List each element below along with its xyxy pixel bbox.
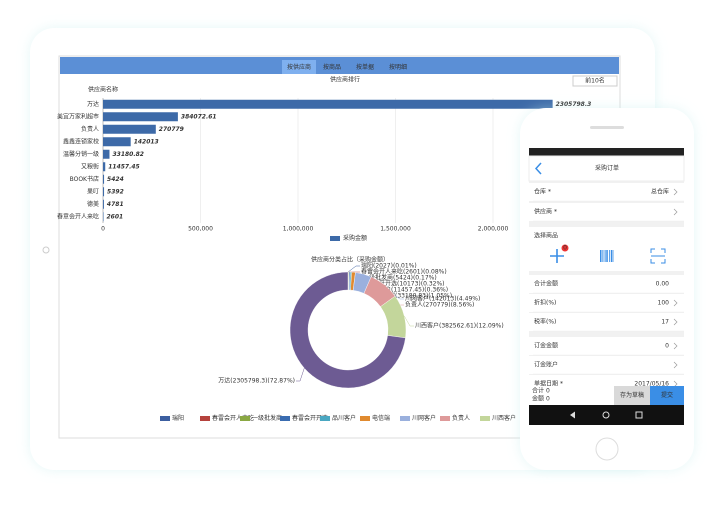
value-label: 270779 xyxy=(159,126,184,133)
bar xyxy=(103,175,104,184)
field-label[interactable]: 订金账户 xyxy=(534,361,558,369)
field-value[interactable]: 0.00 xyxy=(656,281,670,288)
bar xyxy=(103,162,105,171)
tab[interactable]: 按单据 xyxy=(356,63,374,71)
field-value[interactable]: 总仓库 xyxy=(651,188,669,196)
y-tick-label: 美宜万家利超市 xyxy=(57,112,99,120)
x-tick-label: 500,000 xyxy=(188,226,213,233)
form-row[interactable] xyxy=(529,203,684,221)
bar-y-label: 供应商名称 xyxy=(88,86,118,94)
top-select-label[interactable]: 前10名 xyxy=(585,77,605,85)
legend-swatch[interactable] xyxy=(320,416,330,421)
value-label: 142013 xyxy=(134,138,159,145)
required-mark: * xyxy=(548,189,551,196)
amount-label: 金额 xyxy=(532,395,544,403)
legend-swatch[interactable] xyxy=(480,416,490,421)
bar xyxy=(103,125,156,134)
legend-swatch[interactable] xyxy=(360,416,370,421)
y-tick-label: 负责人 xyxy=(81,125,99,133)
field-label[interactable]: 仓库 xyxy=(534,188,546,196)
value-label: 4781 xyxy=(107,201,124,208)
legend-label[interactable]: 一级批发商 xyxy=(252,414,282,422)
field-value[interactable]: 17 xyxy=(661,319,669,326)
draft-label[interactable]: 存为草稿 xyxy=(620,391,644,399)
barcode-bar[interactable] xyxy=(604,250,605,262)
bar xyxy=(103,187,104,196)
barcode-bar[interactable] xyxy=(609,250,610,262)
legend-swatch[interactable] xyxy=(240,416,250,421)
x-tick-label: 1,500,000 xyxy=(380,226,411,233)
tab[interactable]: 按商品 xyxy=(323,63,341,71)
required-mark: * xyxy=(554,209,557,216)
barcode-bar[interactable] xyxy=(605,250,606,262)
amount-value: 0 xyxy=(546,396,550,403)
field-label[interactable]: 供应商 xyxy=(534,208,552,216)
bar xyxy=(103,212,104,221)
x-tick-label: 0 xyxy=(101,226,105,233)
legend-swatch[interactable] xyxy=(440,416,450,421)
field-label[interactable]: 折扣(%) xyxy=(534,299,556,307)
badge-count: 0 xyxy=(563,245,567,252)
slice-label: 负责人(270779)(8.56%) xyxy=(405,301,474,309)
legend-swatch[interactable] xyxy=(330,236,340,241)
total-value: 0 xyxy=(546,388,550,395)
bar-title: 供应商排行 xyxy=(330,76,360,84)
x-tick-label: 1,000,000 xyxy=(283,226,314,233)
barcode-bar[interactable] xyxy=(600,250,601,262)
legend-label[interactable]: 川网客户 xyxy=(412,414,436,422)
bar xyxy=(103,200,104,209)
y-tick-label: 万达 xyxy=(87,100,99,108)
slice-label: 万达(2305798.3)(72.87%) xyxy=(218,377,295,385)
field-value[interactable]: 100 xyxy=(658,300,670,307)
field-label[interactable]: 订金金额 xyxy=(534,342,558,350)
bar xyxy=(103,150,109,159)
legend-label[interactable]: 采购金额 xyxy=(343,234,367,242)
barcode-bar[interactable] xyxy=(613,250,614,262)
barcode-bar[interactable] xyxy=(611,250,612,262)
y-tick-label: BOOK书店 xyxy=(70,175,99,183)
barcode-bar[interactable] xyxy=(602,250,603,262)
legend-label[interactable]: 川西客户 xyxy=(492,414,516,422)
legend-label[interactable]: 电信端 xyxy=(372,414,390,422)
y-tick-label: 又粮街 xyxy=(81,162,99,170)
y-tick-label: 德美 xyxy=(87,200,99,208)
status-bar xyxy=(529,148,684,156)
goods-label: 选择商品 xyxy=(534,232,558,240)
legend-swatch[interactable] xyxy=(400,416,410,421)
legend-label[interactable]: 品川客户 xyxy=(332,414,356,422)
phone-speaker xyxy=(590,126,624,129)
legend-label[interactable]: 瑞阳 xyxy=(172,414,184,422)
y-tick-label: 果叮 xyxy=(87,188,99,195)
value-label: 5392 xyxy=(107,188,124,195)
phone-title: 采购订单 xyxy=(595,164,619,172)
bar xyxy=(103,100,553,109)
tab[interactable]: 按明细 xyxy=(389,63,407,71)
submit-label[interactable]: 提交 xyxy=(661,391,673,399)
legend-label[interactable]: 负责人 xyxy=(452,414,470,422)
value-label: 5424 xyxy=(107,176,124,183)
value-label: 2305798.3 xyxy=(556,101,592,108)
slice-label: 川西客户(382562.61)(12.09%) xyxy=(415,322,504,330)
legend-swatch[interactable] xyxy=(160,416,170,421)
bar xyxy=(103,137,131,146)
value-label: 33180.82 xyxy=(112,151,144,158)
x-tick-label: 2,000,000 xyxy=(478,226,509,233)
barcode-bar[interactable] xyxy=(607,250,608,262)
value-label: 384072.61 xyxy=(181,113,217,120)
tab[interactable]: 按供应商 xyxy=(287,63,311,71)
legend-swatch[interactable] xyxy=(200,416,210,421)
field-label[interactable]: 税率(%) xyxy=(534,318,556,326)
total-label: 合计 xyxy=(532,387,544,395)
bar xyxy=(103,112,178,121)
y-tick-label: 春意会开人来吃 xyxy=(57,212,99,220)
value-label: 2601 xyxy=(107,213,124,220)
field-label[interactable]: 合计金额 xyxy=(534,280,558,288)
field-value[interactable]: 0 xyxy=(665,343,669,350)
y-tick-label: 温馨分销一级 xyxy=(63,150,99,158)
android-nav xyxy=(529,405,684,425)
y-tick-label: 鑫鑫连锁家校 xyxy=(63,137,99,145)
legend-swatch[interactable] xyxy=(280,416,290,421)
value-label: 11457.45 xyxy=(108,163,140,170)
